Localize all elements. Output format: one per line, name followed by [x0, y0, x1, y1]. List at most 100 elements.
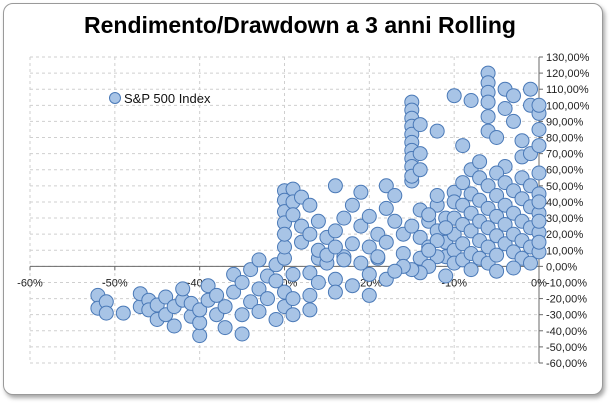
data-point — [285, 207, 301, 223]
data-point — [412, 146, 428, 162]
data-point — [489, 263, 505, 279]
x-tick-label: -20% — [356, 277, 382, 289]
data-point — [336, 210, 352, 226]
data-point — [463, 262, 479, 278]
legend: S&P 500 Index — [109, 91, 211, 106]
data-point — [387, 188, 403, 203]
data-point — [158, 289, 174, 305]
y-tick-label: -50,00% — [546, 342, 587, 354]
data-point — [455, 236, 471, 252]
y-tick-label: -40,00% — [546, 326, 587, 338]
data-point — [455, 175, 471, 191]
x-tick-label: 0% — [531, 277, 547, 289]
legend-label: S&P 500 Index — [124, 91, 211, 106]
data-point — [217, 320, 233, 336]
data-point — [285, 307, 301, 323]
y-tick-label: 120,00% — [546, 68, 590, 80]
data-point — [412, 117, 428, 133]
data-point — [378, 234, 394, 250]
data-point — [251, 281, 267, 297]
data-point — [531, 213, 547, 229]
data-point — [277, 239, 292, 255]
data-point — [344, 278, 360, 294]
data-point — [327, 284, 343, 300]
y-tick-label: 10,00% — [546, 245, 584, 257]
data-point — [234, 275, 250, 290]
data-point — [260, 291, 275, 307]
data-point — [497, 101, 513, 116]
data-point — [506, 113, 521, 129]
data-point — [455, 138, 471, 154]
data-point — [387, 213, 403, 229]
data-point — [166, 318, 182, 334]
data-point — [310, 275, 326, 290]
data-point — [438, 220, 454, 236]
y-tick-label: 0,00% — [546, 261, 577, 273]
data-point — [480, 109, 496, 125]
data-point — [336, 252, 352, 268]
data-point — [268, 273, 284, 289]
data-point — [353, 255, 369, 271]
data-point — [531, 97, 547, 113]
y-tick-label: 50,00% — [546, 181, 584, 193]
y-tick-label: -60,00% — [546, 358, 587, 370]
data-point — [429, 123, 445, 139]
x-tick-label: -50% — [102, 277, 128, 289]
data-point — [489, 130, 505, 145]
data-point — [429, 188, 445, 203]
legend-marker — [109, 92, 121, 104]
data-point — [344, 197, 360, 213]
data-point — [192, 315, 208, 331]
data-point — [285, 266, 301, 282]
data-point — [302, 197, 318, 213]
data-point — [209, 287, 225, 303]
y-tick-label: 110,00% — [546, 84, 589, 96]
data-point — [115, 305, 131, 321]
y-tick-label: -30,00% — [546, 310, 587, 322]
x-tick-label: -60% — [17, 277, 43, 289]
data-point — [472, 154, 488, 170]
data-point — [251, 304, 267, 319]
data-point — [234, 326, 250, 342]
data-point — [531, 138, 547, 154]
data-point — [480, 178, 496, 194]
data-point — [412, 162, 428, 178]
data-point — [217, 299, 233, 315]
data-point — [395, 246, 411, 261]
data-point — [226, 284, 242, 300]
data-point — [438, 268, 454, 284]
data-point — [285, 291, 301, 307]
data-point — [277, 226, 292, 242]
data-point — [429, 233, 445, 249]
data-point — [302, 302, 318, 318]
data-point — [531, 194, 547, 210]
data-point — [268, 312, 284, 327]
data-point — [361, 266, 377, 282]
data-point — [378, 178, 394, 194]
data-point — [302, 265, 318, 281]
y-tick-label: 20,00% — [546, 229, 584, 241]
data-point — [344, 236, 360, 252]
data-point — [463, 93, 479, 108]
data-point — [192, 328, 208, 344]
data-point — [412, 229, 428, 245]
data-point — [489, 188, 505, 203]
y-tick-label: 70,00% — [546, 149, 584, 161]
y-tick-label: 90,00% — [546, 116, 584, 128]
data-point — [361, 239, 377, 255]
data-point — [506, 260, 521, 276]
data-point — [302, 226, 318, 242]
data-point — [531, 122, 547, 137]
y-tick-label: -10,00% — [546, 277, 587, 289]
data-point — [327, 223, 343, 239]
data-point — [353, 184, 369, 200]
data-point — [497, 217, 513, 232]
data-point — [378, 200, 394, 216]
data-point — [243, 294, 259, 310]
data-point — [302, 287, 318, 303]
data-point — [463, 223, 479, 239]
data-point — [514, 133, 530, 149]
data-point — [251, 252, 267, 268]
data-point — [353, 218, 369, 234]
data-point — [489, 247, 505, 263]
